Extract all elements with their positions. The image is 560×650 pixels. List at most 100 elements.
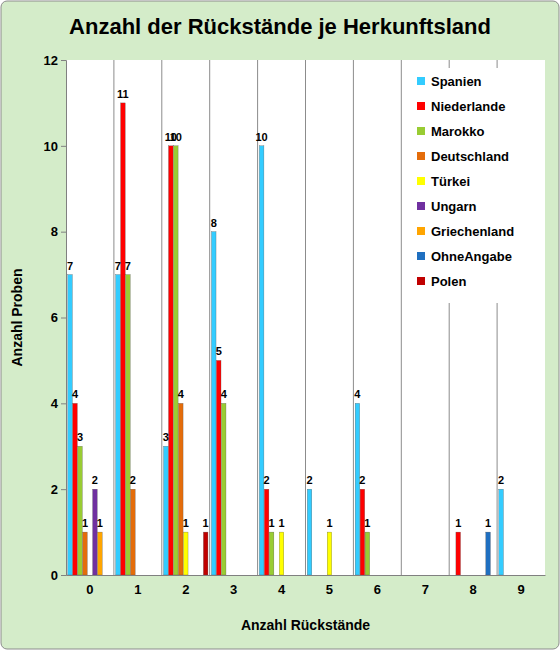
bar [355,403,360,575]
tick: 2 [51,482,66,497]
data-label: 4 [72,388,79,400]
data-label: 1 [183,517,189,529]
legend-swatch [417,202,425,210]
data-label: 4 [178,388,185,400]
legend-swatch [417,252,425,260]
tick-label: 8 [51,224,58,239]
legend-item: Spanien [417,74,482,89]
grid-line [353,60,354,575]
tick: 10 [44,138,66,153]
legend-swatch [417,77,425,85]
data-label: 4 [221,388,228,400]
data-label: 2 [264,474,270,486]
bar [93,489,98,575]
plot: 7738102424111052213710411124111211102468… [44,53,546,598]
bar [269,532,274,575]
tick-label: 7 [422,582,429,597]
tick: 12 [44,53,66,68]
data-label: 1 [455,517,461,529]
tick-label: 4 [278,582,286,597]
background [1,1,559,649]
tick-mark [61,146,66,147]
legend-item: Polen [417,274,466,289]
legend-label: Deutschland [431,149,509,164]
tick-label: 4 [51,396,59,411]
tick-label: 9 [517,582,524,597]
data-label: 11 [117,88,129,100]
tick-mark [61,403,66,404]
bar [98,532,103,575]
tick: 3 [230,575,237,597]
tick-label: 0 [51,568,58,583]
bar [259,146,264,575]
tick: 0 [51,568,66,583]
bar [178,403,183,575]
bar [169,146,174,575]
legend-label: Griechenland [431,224,514,239]
legend-swatch [417,177,425,185]
bar [73,403,78,575]
legend-label: Polen [431,274,466,289]
data-label: 7 [125,260,131,272]
bar [164,446,169,575]
legend-item: OhneAngabe [417,249,512,264]
tick: 5 [326,575,333,597]
data-label: 10 [256,131,268,143]
bar [307,489,312,575]
data-label: 2 [130,474,136,486]
bar [211,232,216,575]
tick-label: 6 [374,582,381,597]
legend-label: Marokko [431,124,485,139]
tick-label: 8 [470,582,477,597]
data-label: 2 [306,474,312,486]
legend-label: Spanien [431,74,482,89]
data-label: 3 [77,431,83,443]
title: Anzahl der Rückstände je Herkunftsland [69,14,491,39]
legend-label: OhneAngabe [431,249,512,264]
tick-mark [61,575,66,576]
tick-label: 6 [51,310,58,325]
legend-item: Ungarn [417,199,477,214]
data-label: 1 [278,517,284,529]
data-label: 10 [170,131,182,143]
data-label: 1 [82,517,88,529]
tick: 4 [278,575,286,597]
legend-swatch [417,102,425,110]
plot-area [66,60,545,575]
tick-label: 5 [326,582,333,597]
tick-label: 1 [134,582,141,597]
data-label: 2 [498,474,504,486]
x-axis-title: Anzahl Rückstände [241,617,370,633]
y-axis: 0 2 4 6 8 10 12 [44,53,67,583]
bar [279,532,284,575]
data-label: 2 [92,474,98,486]
tick: 1 [134,575,141,597]
legend-item: Marokko [417,124,485,139]
bar [174,146,179,575]
bars [68,103,504,575]
bar [264,489,269,575]
chart: 7738102424111052213710411124111211102468… [0,0,560,650]
data-label: 1 [485,517,491,529]
tick-mark [61,318,66,319]
grid-line [113,60,114,575]
x-axis: 0123456789 [67,575,546,597]
bar [83,532,88,575]
axis-line [67,575,546,576]
grid-line [401,60,402,575]
bar [456,532,461,575]
legend-item: Griechenland [417,224,514,239]
grid-line [209,60,210,575]
data-label: 2 [359,474,365,486]
legend-item: Türkei [417,174,470,189]
bar [486,532,491,575]
grid-line [161,60,162,575]
axis-line [61,61,67,576]
y-axis-title: Anzahl Proben [9,268,25,366]
tick: 0 [86,575,93,597]
tick: 8 [51,224,66,239]
bar [327,532,332,575]
data-label: 4 [354,388,361,400]
data-label: 1 [203,517,209,529]
bar [68,275,73,575]
